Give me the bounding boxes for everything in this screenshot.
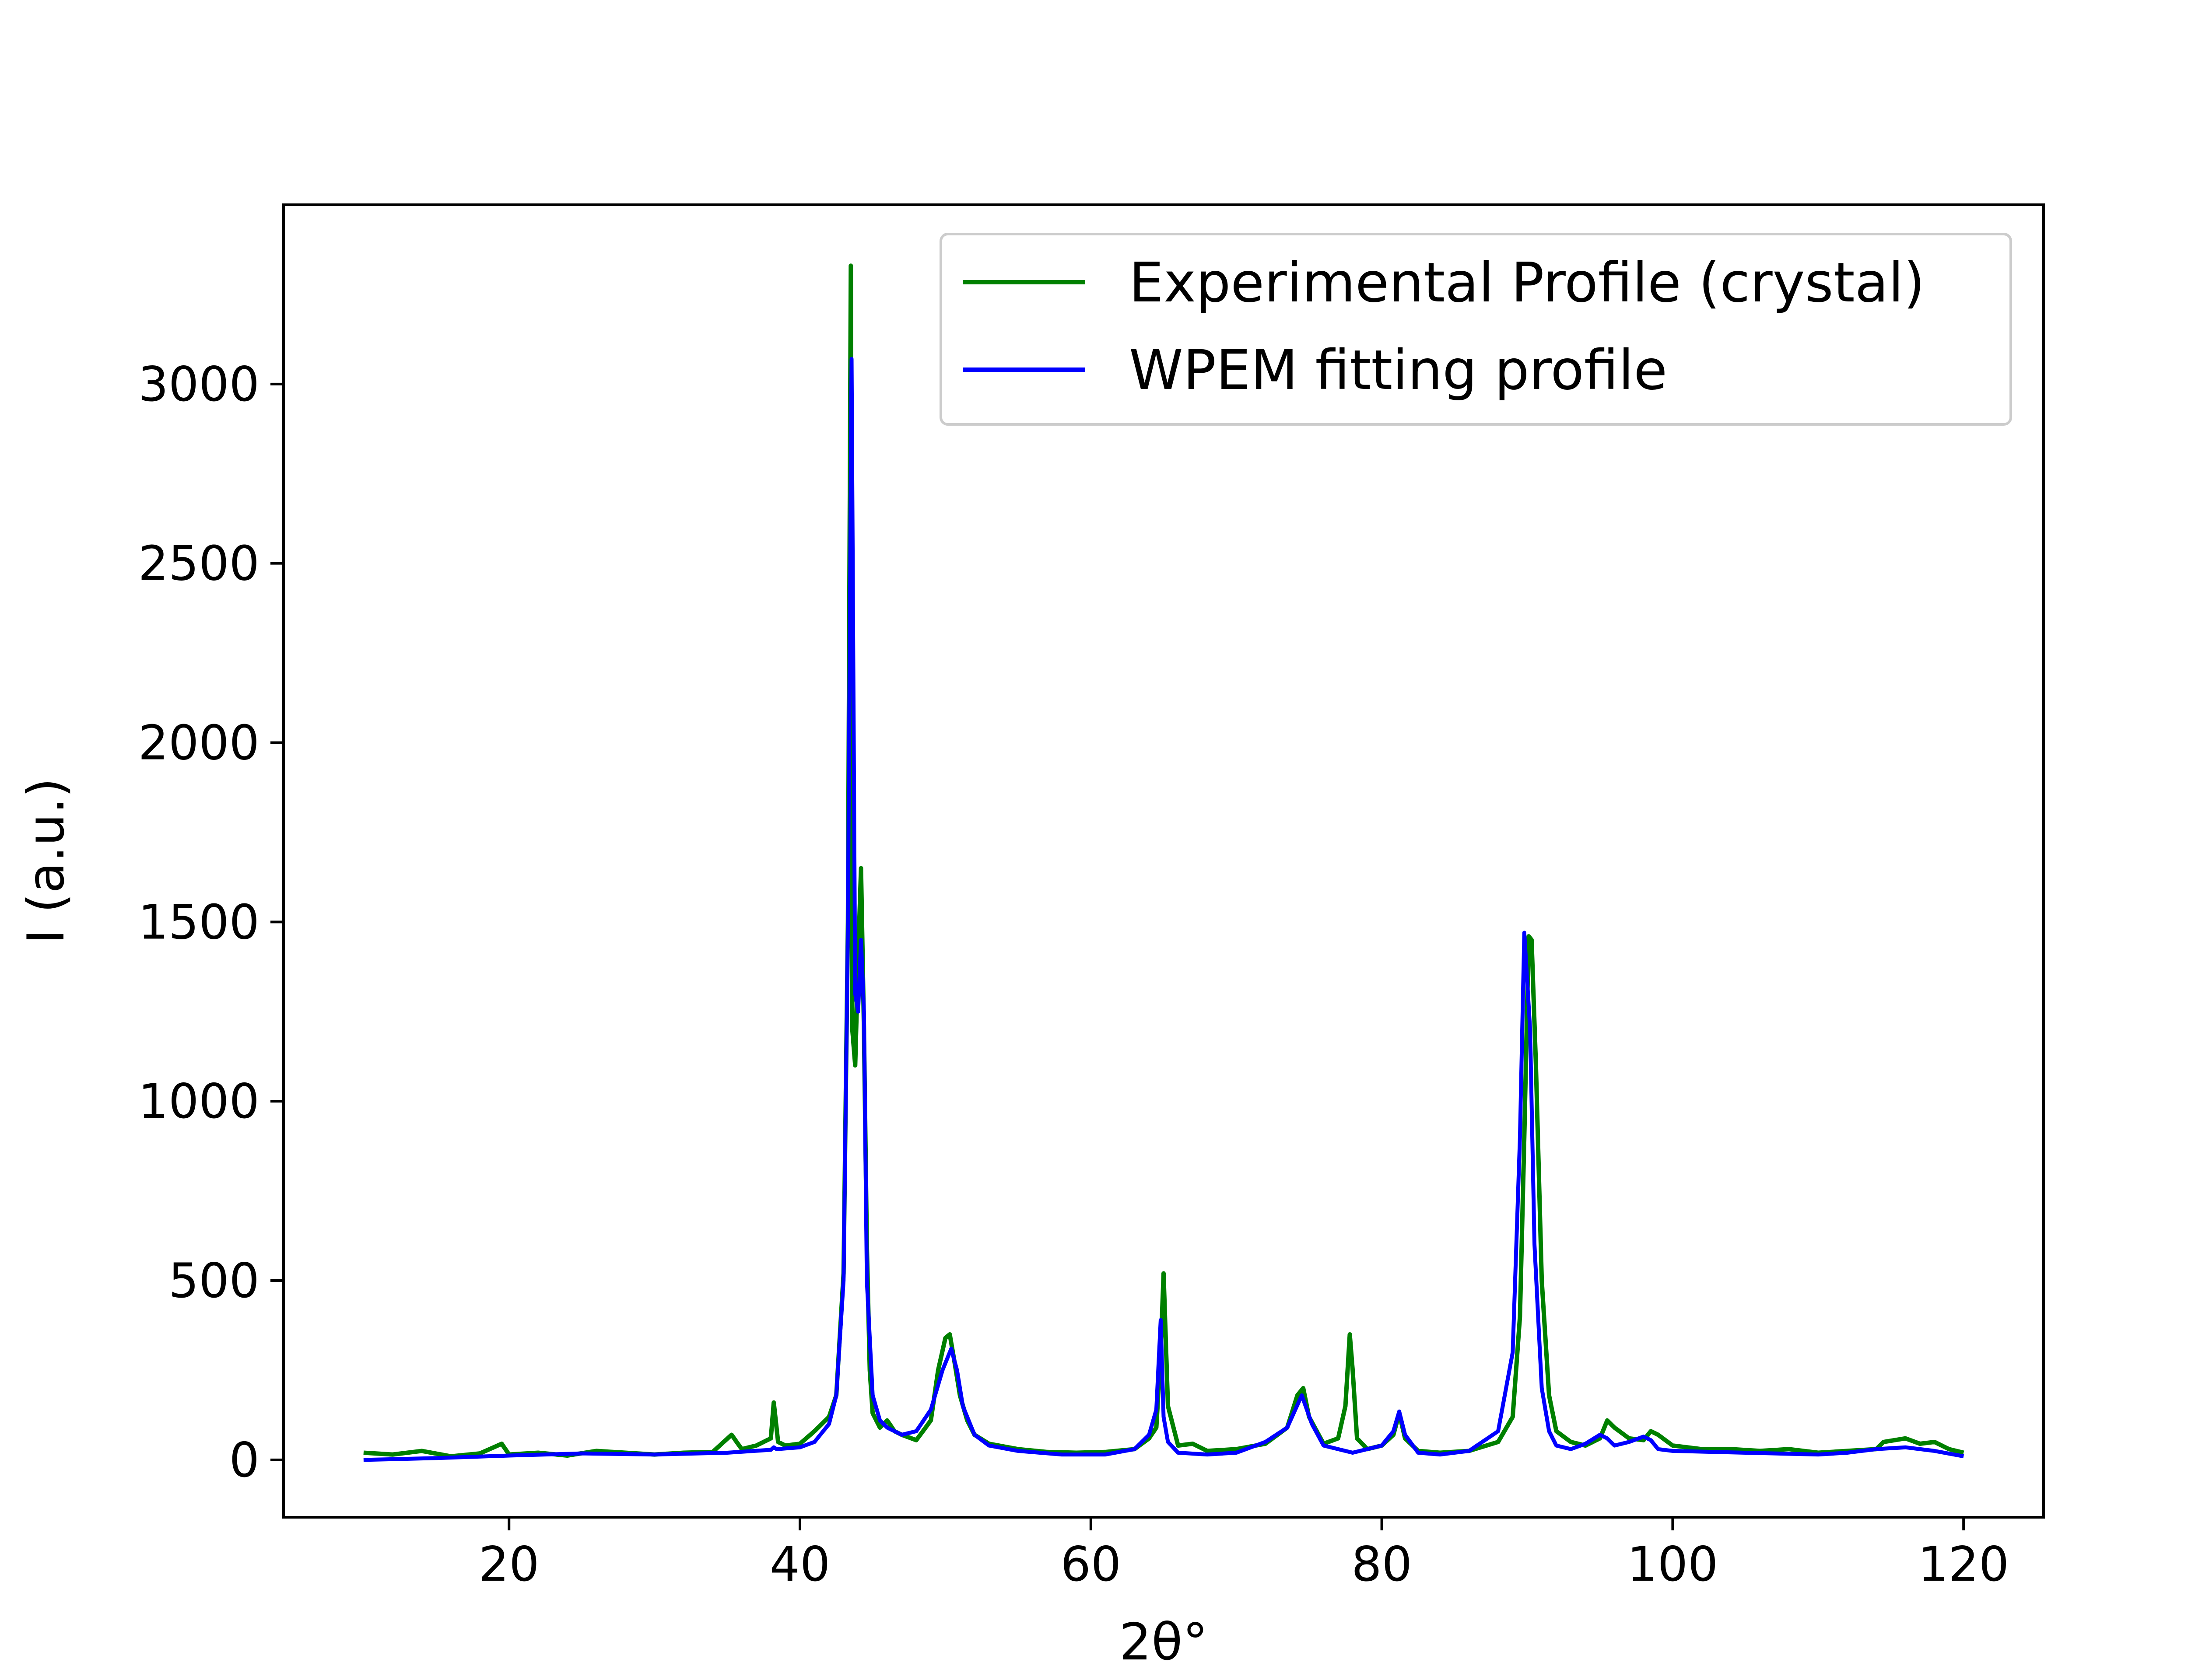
series-line-2	[363, 357, 1964, 1462]
legend-label-2: WPEM fitting profile	[1129, 339, 1667, 402]
x-tick-label: 20	[479, 1536, 540, 1592]
y-tick-label: 2000	[138, 715, 259, 771]
x-tick-label: 40	[770, 1536, 831, 1592]
legend-box	[940, 233, 2012, 426]
y-tick-label: 1500	[138, 894, 259, 950]
legend-label-1: Experimental Profile (crystal)	[1129, 251, 1925, 315]
y-tick-label: 1000	[138, 1074, 259, 1129]
x-tick-label: 80	[1351, 1536, 1412, 1592]
x-axis-label: 2θ°	[1119, 1613, 1208, 1672]
ticks-layer: 20 40 60 80 100 120 0 500 1000 1500 2000 2500 3000	[138, 357, 2009, 1592]
y-tick-label: 2500	[138, 536, 259, 592]
y-tick-label: 500	[168, 1253, 259, 1309]
y-tick-label: 3000	[138, 357, 259, 412]
y-tick-label: 0	[229, 1432, 259, 1488]
y-axis-label: I (a.u.)	[17, 778, 76, 944]
x-tick-label: 100	[1627, 1536, 1718, 1592]
series-layer	[363, 263, 1964, 1462]
legend: Experimental Profile (crystal) WPEM fitti…	[940, 233, 2012, 426]
x-tick-label: 120	[1918, 1536, 2009, 1592]
plot-frame	[282, 203, 2045, 1519]
x-tick-label: 60	[1060, 1536, 1121, 1592]
